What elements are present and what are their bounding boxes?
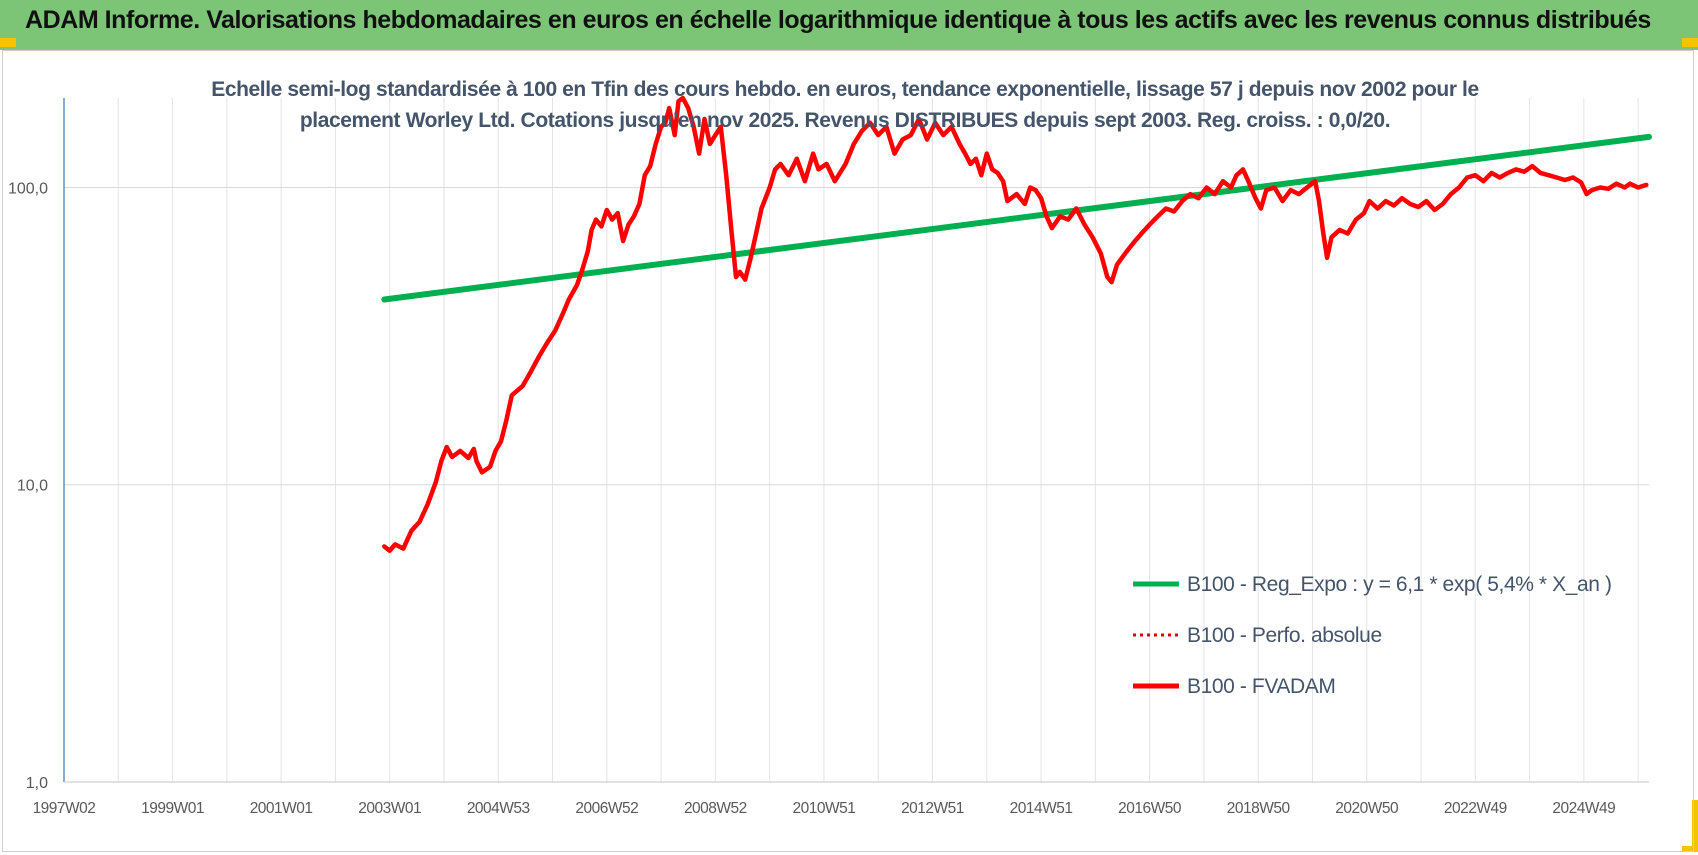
x-tick-label: 2016W50 bbox=[1118, 800, 1182, 817]
x-tick-label: 2024W49 bbox=[1552, 800, 1615, 817]
x-tick-label: 1997W02 bbox=[33, 800, 96, 817]
chart-subtitle-line-2: placement Worley Ltd. Cotations jusqu'en… bbox=[299, 109, 1391, 132]
chart-subtitle-line-1: Echelle semi-log standardisée à 100 en T… bbox=[211, 78, 1479, 101]
x-tick-label: 2004W53 bbox=[467, 800, 530, 817]
y-tick-label: 1,0 bbox=[26, 775, 48, 792]
x-tick-label: 1999W01 bbox=[141, 800, 204, 817]
x-tick-label: 2014W51 bbox=[1010, 800, 1073, 817]
report-title: ADAM Informe. Valorisations hebdomadaire… bbox=[25, 6, 1651, 34]
x-tick-label: 2003W01 bbox=[358, 800, 421, 817]
corner-marker-bottom-right bbox=[1692, 800, 1698, 852]
x-tick-label: 2001W01 bbox=[250, 800, 313, 817]
series-line-0 bbox=[381, 133, 1652, 303]
series-line-2 bbox=[382, 95, 1649, 553]
corner-marker-bottom-right-base bbox=[1682, 846, 1698, 852]
x-tick-label: 2006W52 bbox=[575, 800, 638, 817]
x-tick-label: 2012W51 bbox=[901, 800, 964, 817]
chart-frame bbox=[2, 50, 1694, 852]
x-tick-label: 2020W50 bbox=[1335, 800, 1399, 817]
axes bbox=[63, 98, 1649, 783]
x-tick-label: 2010W51 bbox=[793, 800, 856, 817]
legend: B100 - Reg_Expo : y = 6,1 * exp( 5,4% * … bbox=[1133, 573, 1612, 698]
series-layer bbox=[381, 95, 1652, 553]
chart-subtitle: Echelle semi-log standardisée à 100 en T… bbox=[200, 74, 1490, 136]
y-tick-label: 10,0 bbox=[17, 478, 48, 495]
legend-label-2: B100 - FVADAM bbox=[1187, 675, 1335, 698]
horizontal-gridlines bbox=[64, 186, 1649, 486]
corner-marker-top-left bbox=[0, 38, 16, 47]
y-axis-tick-labels: 1,0 10,0 100,0 bbox=[8, 180, 48, 792]
title-banner: ADAM Informe. Valorisations hebdomadaire… bbox=[0, 0, 1698, 50]
legend-label-1: B100 - Perfo. absolue bbox=[1187, 624, 1382, 647]
y-tick-label: 100,0 bbox=[8, 180, 48, 197]
vertical-gridlines bbox=[63, 98, 1639, 782]
corner-marker-top-right bbox=[1682, 38, 1698, 47]
x-tick-label: 2022W49 bbox=[1444, 800, 1507, 817]
legend-label-0: B100 - Reg_Expo : y = 6,1 * exp( 5,4% * … bbox=[1187, 573, 1612, 596]
x-tick-label: 2018W50 bbox=[1227, 800, 1291, 817]
x-axis-tick-labels: 1997W02 1999W01 2001W01 2003W01 2004W53 2006W… bbox=[33, 800, 1616, 817]
x-tick-label: 2008W52 bbox=[684, 800, 747, 817]
